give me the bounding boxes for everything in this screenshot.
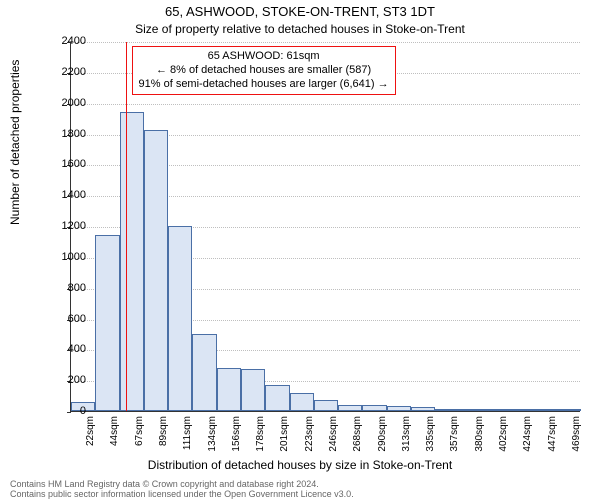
x-tick-label: 335sqm: [425, 416, 436, 476]
x-tick-label: 201sqm: [279, 416, 290, 476]
marker-info-box: 65 ASHWOOD: 61sqm ← 8% of detached house…: [132, 46, 396, 95]
x-tick-label: 357sqm: [449, 416, 460, 476]
histogram-bar: [557, 409, 581, 411]
x-tick-label: 246sqm: [328, 416, 339, 476]
x-tick-label: 313sqm: [401, 416, 412, 476]
x-tick-label: 268sqm: [352, 416, 363, 476]
histogram-bar: [387, 406, 411, 411]
y-tick-label: 800: [36, 282, 86, 294]
y-tick-label: 200: [36, 374, 86, 386]
histogram-bar: [411, 407, 435, 411]
histogram-bar: [265, 385, 289, 411]
x-tick-label: 469sqm: [571, 416, 582, 476]
histogram-bar: [168, 226, 192, 411]
x-tick-label: 447sqm: [547, 416, 558, 476]
x-tick-label: 22sqm: [85, 416, 96, 476]
y-tick-label: 400: [36, 343, 86, 355]
histogram-bar: [460, 409, 484, 411]
info-line-1: 65 ASHWOOD: 61sqm: [139, 50, 389, 64]
chart-subtitle: Size of property relative to detached ho…: [0, 22, 600, 36]
y-tick-label: 1200: [36, 220, 86, 232]
histogram-bar: [192, 334, 216, 411]
histogram-bar: [362, 405, 386, 411]
histogram-bar: [120, 112, 144, 411]
histogram-bar: [314, 400, 338, 411]
x-tick-label: 134sqm: [207, 416, 218, 476]
footer-attribution: Contains HM Land Registry data © Crown c…: [10, 480, 354, 500]
y-tick-label: 1400: [36, 189, 86, 201]
y-tick-label: 2200: [36, 66, 86, 78]
y-tick-label: 1000: [36, 251, 86, 263]
histogram-bar: [508, 409, 532, 411]
chart-title: 65, ASHWOOD, STOKE-ON-TRENT, ST3 1DT: [0, 4, 600, 19]
x-tick-label: 178sqm: [255, 416, 266, 476]
gridline: [71, 104, 580, 105]
histogram-bar: [217, 368, 241, 411]
x-tick-label: 156sqm: [231, 416, 242, 476]
plot-area: 65 ASHWOOD: 61sqm ← 8% of detached house…: [70, 42, 580, 412]
histogram-bar: [290, 393, 314, 412]
x-tick-label: 111sqm: [182, 416, 193, 476]
histogram-bar: [95, 235, 119, 411]
marker-line: [126, 42, 127, 411]
y-tick-label: 2400: [36, 35, 86, 47]
x-tick-label: 380sqm: [474, 416, 485, 476]
y-tick-label: 600: [36, 313, 86, 325]
histogram-bar: [338, 405, 362, 411]
y-axis-label: Number of detached properties: [8, 60, 22, 225]
x-tick-label: 89sqm: [158, 416, 169, 476]
y-tick-label: 0: [36, 405, 86, 417]
x-tick-label: 67sqm: [134, 416, 145, 476]
info-line-3: 91% of semi-detached houses are larger (…: [139, 78, 389, 92]
gridline: [71, 42, 580, 43]
y-tick-label: 2000: [36, 97, 86, 109]
histogram-bar: [484, 409, 508, 411]
y-tick-label: 1600: [36, 158, 86, 170]
x-tick-label: 223sqm: [304, 416, 315, 476]
x-tick-label: 44sqm: [109, 416, 120, 476]
histogram-bar: [435, 409, 459, 411]
y-tick-label: 1800: [36, 128, 86, 140]
info-line-2: ← 8% of detached houses are smaller (587…: [139, 64, 389, 78]
x-tick-label: 424sqm: [522, 416, 533, 476]
histogram-bar: [144, 130, 168, 411]
x-tick-label: 402sqm: [498, 416, 509, 476]
x-tick-label: 290sqm: [377, 416, 388, 476]
histogram-bar: [532, 409, 556, 411]
histogram-bar: [241, 369, 265, 411]
